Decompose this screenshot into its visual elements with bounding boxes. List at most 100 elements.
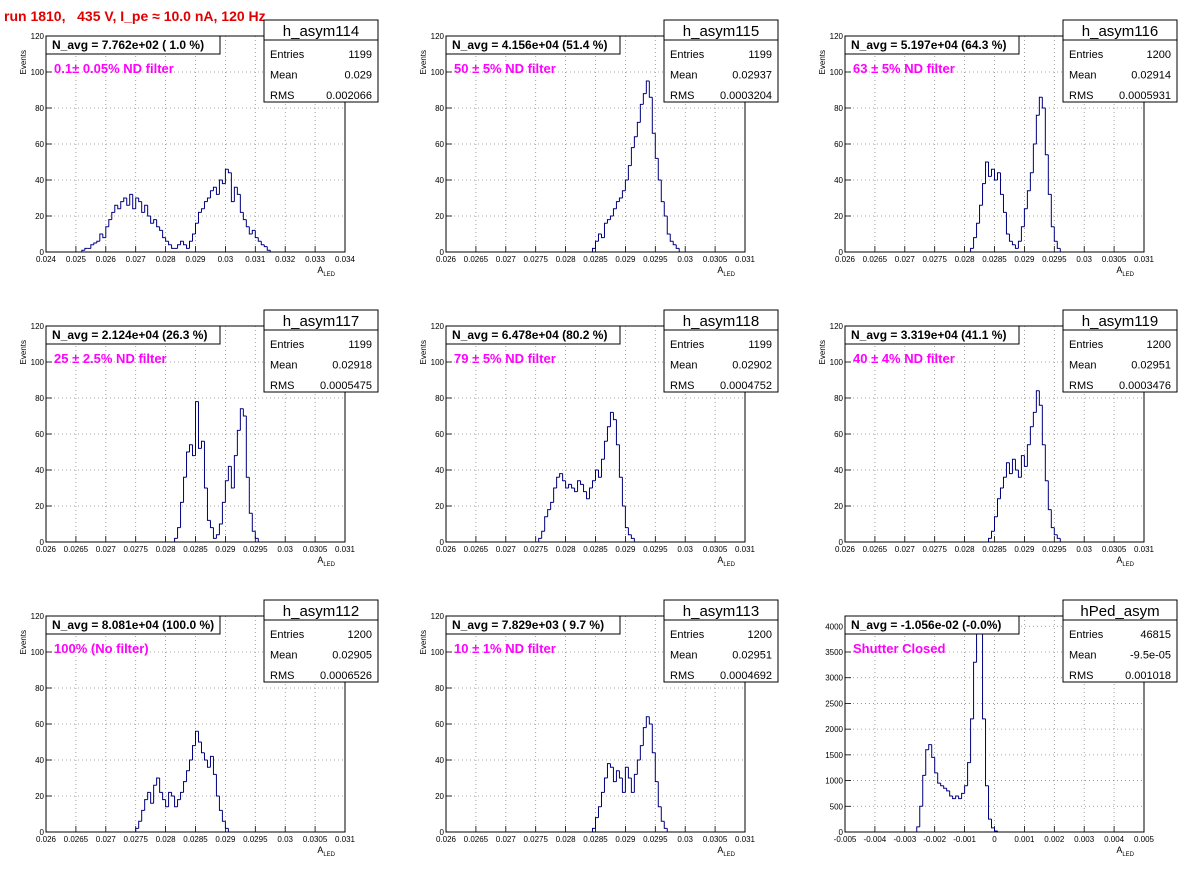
title-box-frame: [45, 615, 221, 635]
histogram-bin: [639, 745, 644, 760]
histogram-bin: [630, 534, 635, 539]
histogram-bin: [117, 205, 121, 210]
y-tick-label: 100: [431, 648, 445, 657]
x-tick-label: -0.004: [864, 835, 887, 844]
stat-label: RMS: [270, 90, 294, 102]
histogram-bin: [600, 458, 605, 478]
histogram-name: h_asym112: [283, 603, 359, 620]
x-tick-label: 0.0275: [123, 545, 148, 554]
histogram-bin: [586, 491, 590, 500]
y-tick-label: 120: [830, 322, 844, 331]
histogram-bin: [135, 197, 139, 209]
stat-value: 1199: [748, 49, 772, 61]
y-tick-label: 0: [40, 248, 45, 257]
histogram-bin: [1041, 405, 1046, 446]
histogram-bin: [994, 827, 998, 832]
histogram-bin: [919, 805, 923, 827]
x-tick-label: 0.0295: [1042, 545, 1067, 554]
histogram-panel-h_asym116: 0.026 0.0265 0.027 0.0275 0.028 0.0285 0.029 0.…: [818, 19, 1178, 278]
x-tick-label: 0.004: [1104, 835, 1125, 844]
histogram-bin: [630, 778, 635, 793]
title-box: N_avg = 6.478e+04 (80.2 %): [445, 325, 621, 345]
histogram-bin: [609, 411, 614, 427]
histogram-bin: [150, 792, 154, 804]
x-tick-label: 0.0265: [464, 835, 489, 844]
stat-label: Mean: [270, 650, 298, 662]
histogram-bin: [621, 190, 626, 198]
y-tick-label: 3500: [825, 648, 843, 657]
x-tick-label: 0.026: [96, 255, 117, 264]
x-tick-label: 0.027: [496, 255, 517, 264]
x-tick-label: 0.0305: [1102, 255, 1127, 264]
histogram-bin: [999, 487, 1004, 499]
y-tick-label: 80: [834, 104, 843, 113]
histogram-bin: [595, 817, 599, 829]
histogram-bin: [624, 766, 629, 793]
histogram-bin: [657, 781, 662, 808]
stats-box: hPed_asym Entries 46815 Mean -9.5e-05 RMS 0.00…: [1062, 599, 1178, 683]
y-tick-label: 0: [40, 538, 45, 547]
x-tick-label: 0.0275: [922, 545, 947, 554]
histogram-bin: [156, 219, 160, 228]
histogram-bin: [203, 441, 208, 489]
stat-value: 0.0004752: [720, 380, 772, 392]
stats-box: h_asym116 Entries 1200 Mean 0.02914 RMS 0.0005…: [1062, 19, 1178, 103]
histogram-bin: [925, 749, 929, 776]
x-axis-label: ALED: [1116, 265, 1134, 278]
y-tick-label: 100: [31, 358, 45, 367]
stat-value: 0.0003204: [720, 90, 772, 102]
histogram-bin: [209, 520, 214, 529]
y-tick-label: 100: [431, 68, 445, 77]
histogram-bin: [174, 537, 178, 542]
histogram-bin: [197, 731, 202, 743]
histogram-bin: [108, 219, 112, 227]
histogram-bin: [988, 537, 992, 542]
histogram-bin: [186, 244, 190, 249]
histogram-bin: [654, 752, 659, 783]
histogram-bin: [1011, 241, 1016, 246]
histogram-bin: [1044, 444, 1049, 482]
x-tick-label: 0.0285: [982, 545, 1007, 554]
histogram-bin: [195, 401, 199, 456]
x-tick-label: 0.0295: [643, 835, 668, 844]
y-tick-label: 1500: [825, 751, 843, 760]
histogram-bin: [168, 791, 172, 807]
x-tick-label: 0.0285: [583, 545, 608, 554]
histogram-bin: [1002, 194, 1007, 213]
x-tick-label: 0.029: [615, 835, 636, 844]
y-tick-label: 20: [435, 212, 444, 221]
title-box-frame: [445, 615, 621, 635]
histogram-bin: [603, 222, 608, 238]
histogram-bin: [1047, 154, 1052, 195]
histogram-bin: [994, 169, 998, 181]
histogram-bin: [636, 121, 641, 137]
histogram-bin: [982, 631, 986, 720]
histogram-bin: [144, 204, 148, 213]
histogram-bin: [648, 716, 653, 725]
stat-label: Entries: [1069, 339, 1104, 351]
histogram-bin: [1023, 455, 1028, 467]
histogram-bin: [192, 444, 196, 457]
y-tick-label: 4000: [825, 622, 843, 631]
y-tick-label: 20: [834, 502, 843, 511]
histogram-bin: [606, 763, 611, 778]
histogram-title: N_avg = 8.081e+04 (100.0 %): [52, 618, 214, 632]
histogram-bin: [574, 488, 578, 493]
histogram-bin: [642, 727, 647, 746]
histogram-bin: [1008, 462, 1013, 475]
histogram-bin: [189, 240, 193, 249]
histogram-bin: [999, 172, 1004, 195]
histogram-bin: [183, 241, 187, 246]
histogram-bin: [609, 215, 614, 220]
histogram-bin: [159, 226, 163, 231]
histogram-bin: [672, 241, 677, 246]
y-tick-label: 0: [839, 248, 844, 257]
x-tick-label: -0.003: [893, 835, 916, 844]
histogram-bin: [928, 744, 932, 750]
stat-value: 0.02902: [732, 360, 772, 372]
x-axis-label: ALED: [1116, 845, 1134, 858]
stats-box-frame: [663, 19, 779, 103]
stat-value: 0.0006526: [320, 670, 372, 682]
stats-box-frame: [263, 19, 379, 103]
y-tick-label: 120: [431, 32, 445, 41]
